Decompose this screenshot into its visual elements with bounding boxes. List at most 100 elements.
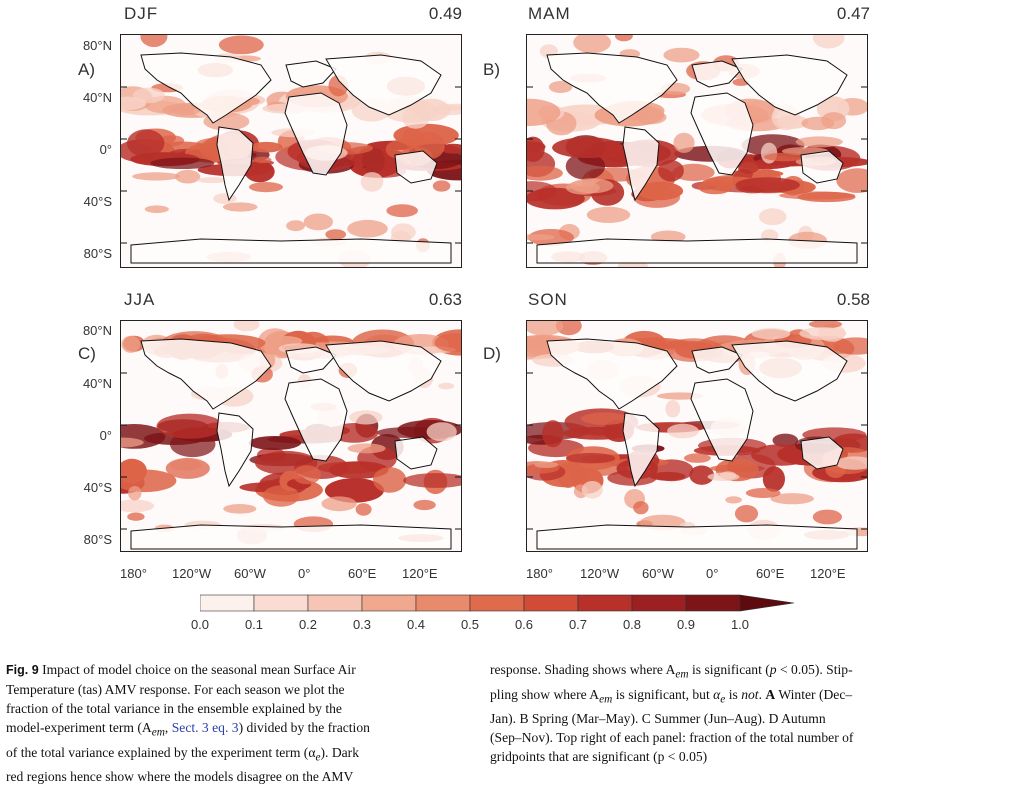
shaded-region [684, 453, 711, 463]
shaded-region [636, 110, 667, 125]
coastline [622, 126, 660, 202]
lat-label-80n-bottom: 80°N [82, 323, 112, 338]
shaded-region [132, 172, 181, 181]
shaded-region [127, 512, 145, 521]
colorbar-tick-label: 0.3 [352, 617, 372, 632]
colorbar-tick-label: 0.8 [622, 617, 642, 632]
caption-line-9: Jan). B Spring (Mar–May). C Summer (Jun–… [490, 711, 826, 727]
colorbar-tick-label: 0.6 [514, 617, 534, 632]
shaded-region [698, 180, 732, 195]
shaded-region [534, 461, 559, 468]
coastline [325, 340, 442, 402]
lat-label-80n-top: 80°N [82, 38, 112, 53]
shaded-region [835, 456, 867, 470]
coastline [394, 436, 438, 470]
shaded-region [218, 35, 264, 55]
caption-line-10: (Sep–Nov). Top right of each panel: frac… [490, 730, 854, 746]
shaded-region [745, 488, 781, 498]
lat-label-40n-top: 40°N [82, 90, 112, 105]
season-label-c: JJA [124, 290, 156, 309]
shaded-region [121, 499, 155, 513]
shaded-region [581, 481, 603, 499]
shaded-region [328, 461, 389, 479]
coastline [691, 346, 743, 374]
caption-line-2: Temperature (tas) AMV response. For each… [6, 682, 345, 697]
shaded-region [836, 168, 867, 193]
shaded-region [321, 496, 357, 512]
colorbar-tick-label: 0.2 [298, 617, 318, 632]
shaded-region [222, 202, 258, 212]
shaded-region [808, 321, 843, 329]
coastline [130, 524, 452, 550]
shaded-region [658, 160, 684, 182]
shaded-region [402, 128, 423, 148]
figure-label: Fig. 9 [6, 663, 39, 677]
coastline [284, 378, 348, 462]
panel-label-c: C) [78, 344, 96, 363]
map-djf [120, 34, 462, 268]
coastline [536, 238, 858, 264]
shaded-region [286, 220, 305, 232]
colorbar-segment [577, 594, 633, 612]
colorbar-segment [523, 594, 579, 612]
fraction-label-a: 0.49 [428, 4, 462, 23]
shaded-region [250, 141, 283, 153]
season-label-b: MAM [528, 4, 571, 23]
shaded-region [566, 453, 616, 464]
shaded-region [615, 35, 633, 42]
shaded-region [758, 208, 787, 226]
lat-label-40n-bottom: 40°N [82, 376, 112, 391]
coastline [731, 54, 848, 116]
equation-link[interactable]: eq. 3 [212, 720, 239, 735]
coastline [546, 52, 678, 124]
caption-line-4: model-experiment term (A [6, 720, 152, 735]
lat-label-80s-bottom: 80°S [83, 532, 112, 547]
map-jja [120, 320, 462, 552]
shaded-region [725, 496, 742, 504]
colorbar-tick-label: 1.0 [730, 617, 750, 632]
coastline [140, 338, 272, 410]
shaded-region [833, 337, 867, 355]
shaded-region [156, 413, 223, 439]
shaded-region [223, 504, 257, 514]
lon-label-60e-left: 60°E [348, 566, 377, 581]
shaded-region [347, 219, 388, 238]
caption-line-5: of the total variance explained by the e… [6, 744, 316, 760]
shaded-region [413, 499, 436, 511]
colorbar-segment [685, 594, 741, 612]
shaded-region [402, 106, 430, 129]
shaded-region [140, 35, 168, 47]
shaded-region [196, 177, 228, 184]
shaded-region [812, 509, 842, 525]
shaded-region [667, 423, 699, 439]
coastline [285, 60, 337, 88]
colorbar-segment [469, 594, 525, 612]
section-link[interactable]: Sect. 3 [171, 720, 209, 735]
caption-line-3: fraction of the total variance in the en… [6, 701, 342, 716]
lat-label-80s-top: 80°S [83, 246, 112, 261]
shaded-region [689, 465, 715, 485]
coastline [394, 150, 438, 184]
shaded-region [779, 191, 856, 200]
coastline [690, 378, 754, 462]
shaded-region [586, 206, 631, 223]
shaded-region [735, 177, 800, 193]
coastline [216, 412, 254, 488]
colorbar-tick-label: 0.9 [676, 617, 696, 632]
lon-label-0-right: 0° [706, 566, 719, 581]
colorbar-segment [253, 594, 309, 612]
lat-label-0-top: 0° [99, 142, 112, 157]
fraction-label-d: 0.58 [836, 290, 870, 309]
coastline [216, 126, 254, 202]
shaded-region [527, 234, 555, 241]
shaded-region [386, 204, 419, 218]
colorbar-segment [415, 594, 471, 612]
fraction-label-b: 0.47 [836, 4, 870, 23]
panel-label-b: B) [483, 60, 500, 79]
lon-label-60w-right: 60°W [642, 566, 674, 581]
shaded-region [770, 493, 814, 505]
lon-label-120w-right: 120°W [580, 566, 620, 581]
shaded-region [128, 486, 142, 501]
shaded-region [150, 157, 215, 169]
lon-label-120e-left: 120°E [402, 566, 438, 581]
